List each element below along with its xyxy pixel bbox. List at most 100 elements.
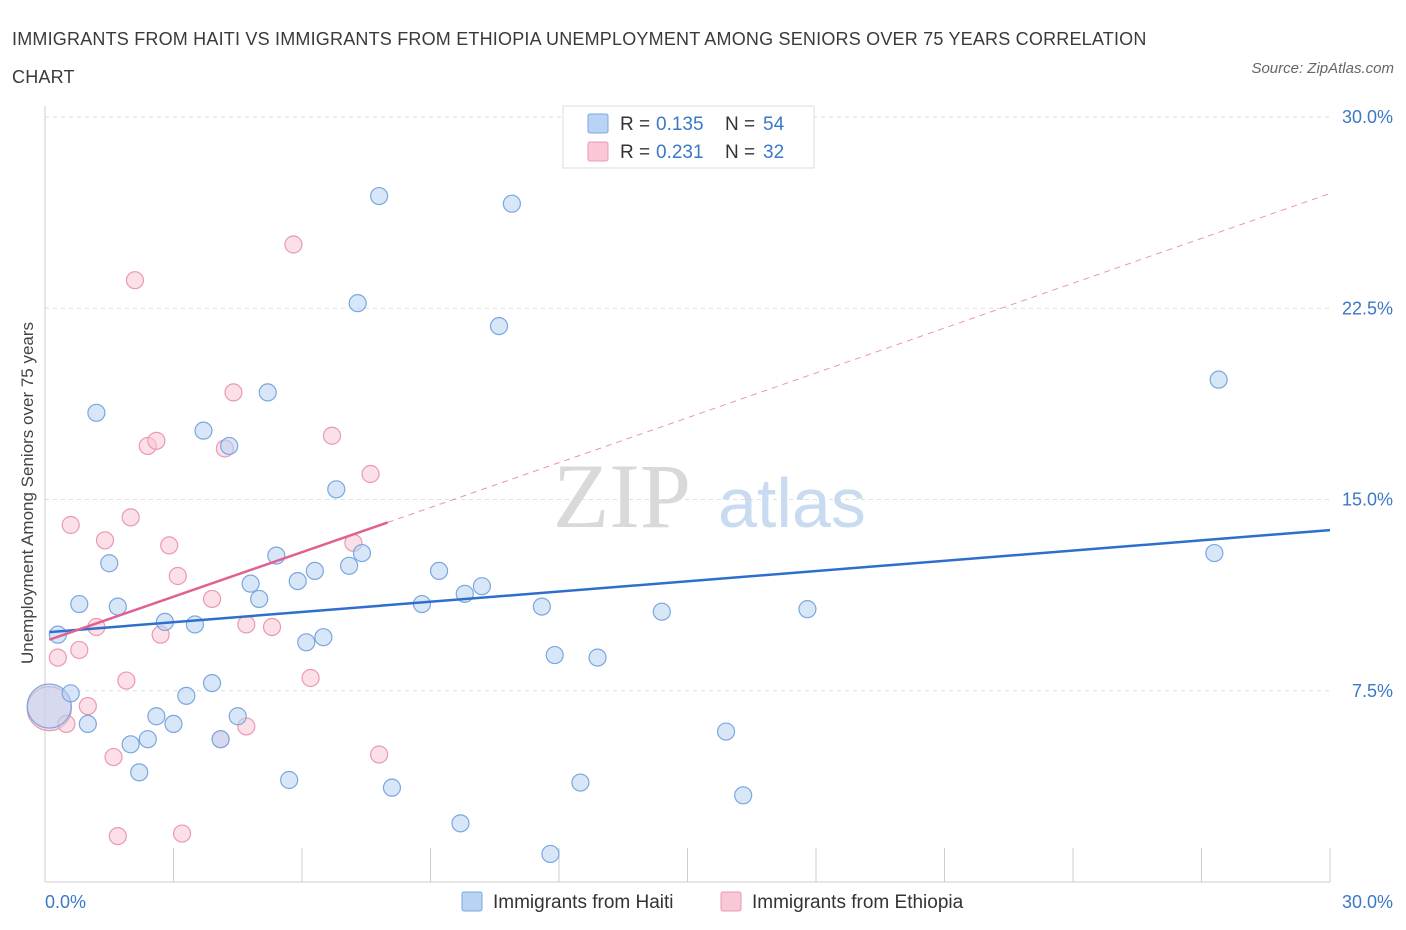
ethiopia-point bbox=[284, 235, 303, 254]
haiti-point bbox=[228, 707, 247, 726]
haiti-point bbox=[588, 648, 607, 667]
watermark-atlas: atlas bbox=[718, 464, 866, 542]
haiti-point bbox=[541, 844, 560, 864]
haiti-point bbox=[502, 194, 521, 213]
ethiopia-point bbox=[202, 589, 222, 609]
haiti-r-value: 0.135 bbox=[656, 114, 704, 135]
haiti-point bbox=[327, 480, 346, 499]
ethiopia-point bbox=[237, 615, 256, 634]
haiti-point bbox=[370, 186, 389, 206]
trend-lines bbox=[48, 193, 1331, 641]
haiti-point bbox=[78, 714, 97, 734]
haiti-n-value: 54 bbox=[763, 114, 785, 135]
ethiopia-point bbox=[95, 531, 115, 550]
y-tick-labels: 7.5% 15.0% 22.5% 30.0% bbox=[1342, 107, 1393, 701]
y-tick-label: 7.5% bbox=[1352, 681, 1393, 701]
haiti-point bbox=[211, 730, 230, 749]
ethiopia-point bbox=[104, 747, 123, 767]
ethiopia-point bbox=[172, 824, 192, 843]
y-tick-label: 22.5% bbox=[1342, 298, 1393, 318]
haiti-point bbox=[147, 707, 166, 726]
haiti-point bbox=[340, 556, 359, 575]
legend-swatch-haiti bbox=[461, 891, 483, 912]
haiti-point bbox=[489, 317, 509, 336]
ethiopia-point bbox=[108, 826, 127, 846]
ethiopia-point bbox=[117, 671, 136, 690]
axes bbox=[44, 106, 1331, 883]
watermark: ZIP atlas bbox=[553, 445, 866, 547]
haiti-n-label: N = bbox=[725, 114, 755, 135]
haiti-point bbox=[220, 436, 239, 456]
ethiopia-point bbox=[361, 464, 380, 484]
ethiopia-point bbox=[61, 515, 80, 535]
ethiopia-point bbox=[370, 745, 389, 764]
haiti-point bbox=[532, 597, 551, 616]
haiti-point bbox=[130, 763, 149, 782]
haiti-point bbox=[100, 554, 119, 573]
haiti-point bbox=[194, 421, 213, 440]
haiti-point bbox=[250, 589, 269, 609]
ethiopia-r-value: 0.231 bbox=[656, 142, 704, 163]
ethiopia-point bbox=[70, 640, 89, 660]
haiti-point bbox=[61, 684, 80, 703]
haiti-point bbox=[1205, 543, 1224, 563]
haiti-point bbox=[87, 403, 106, 422]
haiti-point bbox=[288, 571, 307, 591]
haiti-r-label: R = bbox=[620, 114, 650, 135]
legend-swatch-ethiopia bbox=[720, 891, 742, 912]
haiti-stats-swatch bbox=[587, 113, 609, 134]
x-tick-label-max: 30.0% bbox=[1342, 892, 1393, 912]
haiti-point bbox=[314, 628, 333, 647]
legend-label-ethiopia: Immigrants from Ethiopia bbox=[752, 892, 964, 913]
haiti-point bbox=[121, 735, 140, 754]
x-tick-label-min: 0.0% bbox=[45, 892, 86, 912]
haiti-point bbox=[241, 574, 260, 593]
haiti-trend-line bbox=[49, 528, 1331, 634]
ethiopia-point bbox=[160, 536, 179, 555]
haiti-point bbox=[716, 722, 736, 741]
haiti-point bbox=[108, 597, 127, 616]
ethiopia-point bbox=[78, 696, 97, 716]
watermark-zip: ZIP bbox=[553, 445, 691, 547]
haiti-point bbox=[164, 714, 183, 734]
haiti-point bbox=[472, 577, 491, 596]
legend-label-haiti: Immigrants from Haiti bbox=[493, 892, 674, 913]
chart-source: Source: ZipAtlas.com bbox=[1251, 60, 1394, 77]
chart-title: IMMIGRANTS FROM HAITI VS IMMIGRANTS FROM… bbox=[12, 29, 1147, 87]
ethiopia-point bbox=[301, 668, 320, 688]
x-tick-labels: 0.0% 30.0% bbox=[45, 892, 1393, 912]
haiti-point bbox=[305, 561, 324, 581]
data-points bbox=[26, 186, 1228, 864]
gridlines bbox=[45, 116, 1330, 692]
ethiopia-r-label: R = bbox=[620, 142, 650, 163]
haiti-point bbox=[70, 594, 89, 614]
haiti-point bbox=[382, 778, 402, 797]
ethiopia-point bbox=[48, 648, 67, 667]
ethiopia-trend-line bbox=[48, 521, 389, 641]
haiti-point bbox=[185, 615, 205, 634]
haiti-point bbox=[138, 730, 157, 749]
ethiopia-point bbox=[168, 566, 187, 586]
haiti-point bbox=[258, 383, 277, 402]
haiti-point bbox=[571, 773, 590, 792]
haiti-point bbox=[451, 814, 470, 833]
ethiopia-point bbox=[322, 426, 342, 445]
haiti-point bbox=[429, 561, 449, 581]
stats-legend: R = 0.135 N = 54 R = 0.231 N = 32 bbox=[562, 105, 815, 169]
series-legend: Immigrants from Haiti Immigrants from Et… bbox=[461, 891, 964, 913]
haiti-point bbox=[26, 683, 72, 729]
y-tick-label: 15.0% bbox=[1342, 490, 1393, 510]
haiti-point bbox=[1209, 370, 1228, 389]
y-tick-label: 30.0% bbox=[1342, 107, 1393, 127]
ethiopia-n-label: N = bbox=[725, 142, 755, 163]
ethiopia-point bbox=[125, 271, 145, 290]
haiti-point bbox=[297, 633, 316, 652]
ethiopia-point bbox=[224, 383, 243, 402]
haiti-point bbox=[734, 786, 753, 805]
haiti-point bbox=[545, 645, 564, 665]
ethiopia-point bbox=[147, 431, 166, 450]
haiti-point bbox=[280, 770, 299, 790]
haiti-point bbox=[798, 600, 817, 619]
